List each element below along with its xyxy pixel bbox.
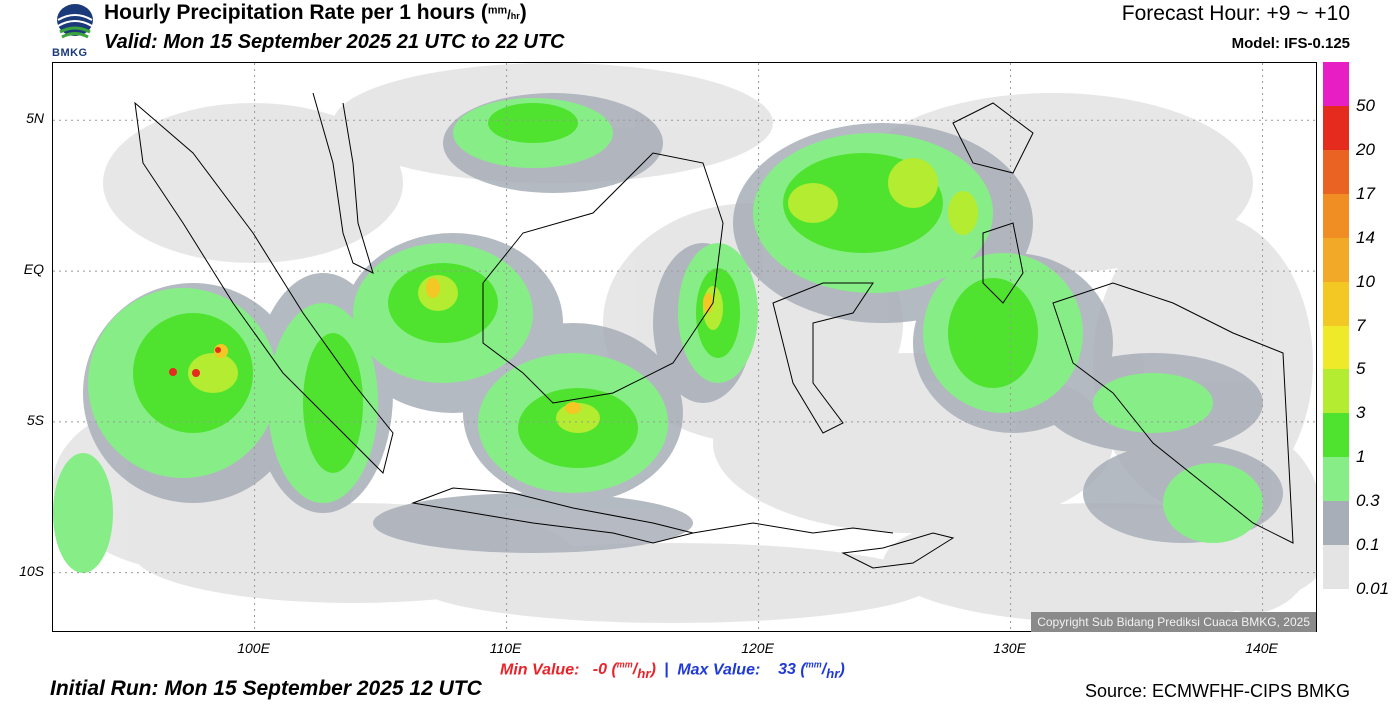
- legend-swatch-11: [1323, 545, 1349, 590]
- legend-label-2: 17: [1356, 183, 1375, 203]
- lat-label-5s: 5S: [26, 411, 44, 428]
- legend-label-1: 20: [1356, 139, 1375, 159]
- lat-lon-grid: [53, 63, 1316, 631]
- legend-swatch-6: [1323, 325, 1349, 370]
- legend-label-8: 1: [1356, 447, 1366, 467]
- legend-label-9: 0.3: [1356, 491, 1380, 511]
- max-unit-num: mm: [805, 660, 822, 670]
- legend-swatch-3: [1323, 193, 1349, 239]
- data-source: Source: ECMWFHF-CIPS BMKG: [1084, 681, 1350, 701]
- precip-layer-17-20: [169, 347, 221, 377]
- min-unit-num: mm: [616, 660, 633, 670]
- title-end: ): [519, 1, 527, 24]
- lat-label-10s: 10S: [19, 562, 44, 579]
- title-text: Hourly Precipitation Rate per 1 hours (: [104, 1, 488, 24]
- legend-label-5: 7: [1356, 315, 1366, 335]
- legend-label-6: 5: [1356, 359, 1366, 379]
- legend-swatch-2: [1323, 149, 1349, 195]
- precipitation-map: [52, 62, 1317, 632]
- min-value-number: -0: [592, 661, 607, 679]
- lon-label-140e: 140E: [1245, 640, 1278, 656]
- title-unit-den: hr: [510, 11, 520, 21]
- legend-label-7: 3: [1356, 403, 1366, 423]
- legend-swatch-5: [1323, 281, 1349, 326]
- max-value-number: 33: [778, 661, 796, 679]
- min-max-values: Min Value: -0 (mm/hr) | Max Value: 33 (m…: [500, 660, 845, 682]
- coastlines: [134, 92, 1294, 569]
- precip-layer-3: [188, 158, 978, 433]
- legend-swatch-1: [1323, 105, 1349, 151]
- color-legend: [1323, 62, 1349, 590]
- map-title: Hourly Precipitation Rate per 1 hours (m…: [104, 1, 527, 24]
- max-unit-den: hr: [826, 666, 840, 682]
- lon-label-100e: 100E: [237, 640, 270, 656]
- max-value: 33 (mm/hr): [778, 660, 845, 682]
- legend-swatch-9: [1323, 457, 1349, 502]
- legend-label-4: 10: [1356, 271, 1375, 291]
- lat-label-eq: EQ: [23, 261, 44, 278]
- legend-label-10: 0.1: [1356, 535, 1380, 555]
- legend-swatch-4: [1323, 237, 1349, 283]
- lon-label-120e: 120E: [741, 640, 774, 656]
- legend-label-11: 0.01: [1356, 579, 1390, 598]
- initial-run: Initial Run: Mon 15 September 2025 12 UT…: [50, 677, 482, 700]
- model-label: Model: IFS-0.125: [1231, 35, 1350, 52]
- logo-text: BMKG: [52, 47, 88, 59]
- lat-label-5n: 5N: [26, 110, 44, 127]
- stats-separator: |: [664, 661, 669, 679]
- max-label: Max Value:: [677, 661, 761, 679]
- copyright-notice: Copyright Sub Bidang Prediksi Cuaca BMKG…: [1031, 612, 1316, 632]
- legend-label-0: 50: [1356, 95, 1375, 115]
- min-unit-den: hr: [637, 666, 651, 682]
- map-canvas: [53, 63, 1316, 631]
- bmkg-logo: [50, 0, 100, 62]
- legend-swatch-8: [1323, 413, 1349, 458]
- legend-swatch-10: [1323, 501, 1349, 546]
- legend-swatch-0: [1323, 62, 1349, 107]
- legend-label-3: 14: [1356, 227, 1375, 247]
- min-label: Min Value:: [500, 661, 580, 679]
- valid-time: Valid: Mon 15 September 2025 21 UTC to 2…: [104, 31, 565, 53]
- min-value: -0 (mm/hr): [592, 660, 656, 682]
- forecast-hour: Forecast Hour: +9 ~ +10: [1121, 2, 1350, 25]
- precip-layer-5-10: [214, 278, 713, 414]
- lon-label-110e: 110E: [489, 640, 522, 656]
- lon-label-130e: 130E: [993, 640, 1026, 656]
- title-unit-num: mm: [487, 4, 508, 17]
- legend-swatch-7: [1323, 369, 1349, 414]
